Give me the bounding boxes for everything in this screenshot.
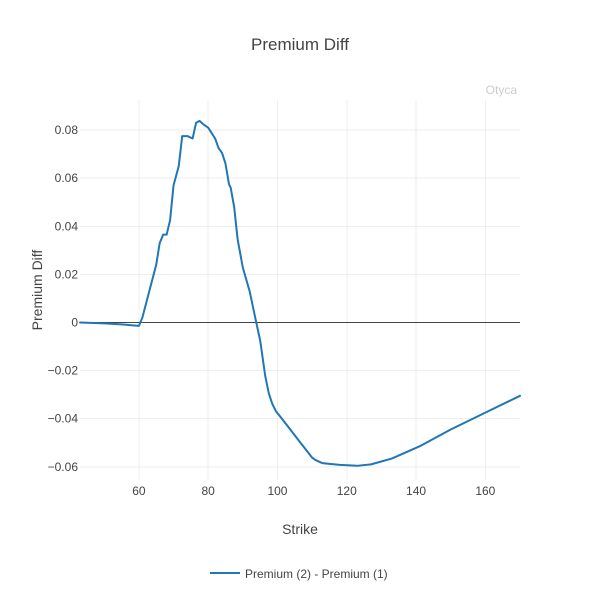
chart-title: Premium Diff	[251, 35, 349, 54]
x-tick-label: 100	[267, 484, 287, 498]
x-tick-label: 140	[406, 484, 426, 498]
series-line[interactable]	[79, 119, 521, 467]
tick-label-layer: 60 80 100 120 140 160 −0.06 −0.04 −0.02 0 0.02 0.04…	[48, 123, 496, 498]
y-tick-label: 0.06	[55, 171, 79, 185]
y-tick-label: −0.02	[48, 364, 79, 378]
y-tick-label: 0.04	[55, 219, 79, 233]
watermark-label: Otyca	[486, 83, 518, 97]
series-layer	[79, 119, 521, 467]
legend[interactable]: Premium (2) - Premium (1)	[210, 567, 388, 581]
legend-label: Premium (2) - Premium (1)	[245, 567, 388, 581]
x-tick-label: 80	[202, 484, 216, 498]
y-tick-label: −0.06	[48, 460, 79, 474]
y-tick-label: −0.04	[48, 412, 79, 426]
grid-layer	[80, 100, 520, 480]
y-tick-label: 0.02	[55, 267, 79, 281]
y-axis-title: Premium Diff	[29, 250, 45, 331]
y-tick-label: 0	[71, 315, 78, 329]
x-tick-label: 60	[132, 484, 146, 498]
x-axis-title: Strike	[282, 521, 318, 537]
y-tick-label: 0.08	[55, 123, 79, 137]
x-tick-label: 120	[337, 484, 357, 498]
x-tick-label: 160	[475, 484, 495, 498]
